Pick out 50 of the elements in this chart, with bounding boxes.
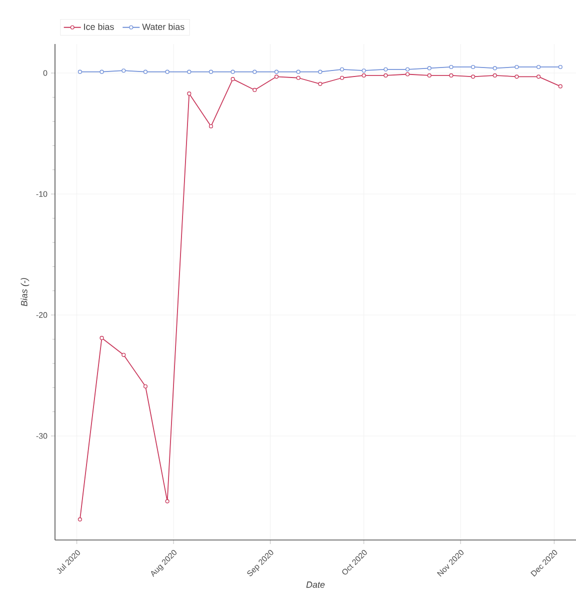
point [514, 74, 519, 79]
point [208, 70, 214, 74]
point [165, 70, 170, 74]
point [165, 499, 170, 504]
point [492, 66, 497, 70]
point [427, 66, 432, 70]
point [536, 64, 541, 70]
point [340, 67, 344, 72]
point [318, 82, 322, 86]
point [122, 352, 126, 357]
point [187, 92, 192, 96]
point [449, 64, 454, 70]
y-axis-title: Bias (-) [20, 278, 30, 306]
point [78, 517, 82, 522]
point [558, 64, 562, 70]
point [536, 74, 541, 79]
point [362, 73, 366, 78]
point [208, 124, 214, 128]
point [296, 76, 300, 80]
x-axis-title: Date [306, 582, 325, 588]
point [187, 70, 192, 74]
point [514, 64, 519, 70]
point [230, 70, 235, 74]
point [143, 384, 148, 388]
point [427, 73, 432, 78]
point [492, 73, 497, 78]
point [296, 70, 300, 74]
point [362, 68, 366, 73]
point [122, 68, 126, 73]
point [274, 74, 279, 79]
point [384, 67, 388, 72]
point [274, 70, 279, 74]
point [252, 88, 257, 92]
point [405, 72, 410, 76]
point [405, 67, 410, 72]
point [471, 64, 476, 70]
point [384, 73, 388, 78]
point [318, 70, 322, 74]
point [100, 336, 104, 340]
point [471, 74, 476, 79]
legend-label: Water bias [142, 23, 184, 30]
point [100, 70, 104, 74]
point [230, 77, 235, 82]
point [78, 70, 82, 74]
point [143, 70, 148, 74]
point [252, 70, 257, 74]
point [449, 73, 454, 78]
point [340, 76, 344, 80]
legend-label: Ice bias [84, 23, 114, 30]
point [558, 84, 562, 88]
